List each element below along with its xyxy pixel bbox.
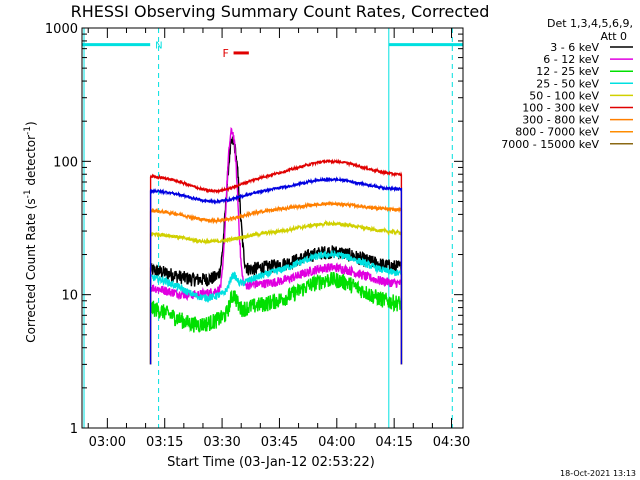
y-axis-label: Corrected Count Rate (s-1 detector-1) — [23, 121, 38, 342]
y-tick-label: 10 — [61, 289, 78, 304]
chart-title: RHESSI Observing Summary Count Rates, Co… — [71, 2, 490, 21]
y-tick-label: 100 — [53, 155, 78, 170]
legend-entry-label: 50 - 100 keV — [529, 89, 599, 102]
plot-frame — [81, 27, 464, 429]
x-tick-label: 04:30 — [433, 435, 470, 450]
x-axis: 03:00 03:15 03:30 03:45 04:00 04:15 04:30 — [87, 28, 470, 450]
legend-entry-label: 3 - 6 keV — [550, 41, 599, 54]
legend-entry-label: 7000 - 15000 keV — [501, 138, 599, 151]
x-tick-label: 03:15 — [146, 435, 183, 450]
legend-entry-label: 12 - 25 keV — [536, 65, 599, 78]
x-axis-label: Start Time (03-Jan-12 02:53:22) — [167, 455, 375, 470]
y-tick-label: 1000 — [45, 22, 78, 37]
legend-entry-label: 100 - 300 keV — [522, 102, 599, 115]
x-tick-label: 04:00 — [318, 435, 355, 450]
series-line — [149, 158, 403, 365]
y-axis: 1 10 100 1000 — [45, 22, 463, 437]
legend-entry-label: 300 - 800 keV — [522, 114, 599, 127]
series-line — [149, 249, 403, 365]
legend-entry-label: 6 - 12 keV — [543, 53, 599, 66]
series-line — [149, 219, 403, 365]
series-line — [149, 271, 403, 365]
flare-marker: F — [223, 47, 249, 60]
series-line — [149, 136, 403, 365]
series-line — [149, 200, 403, 365]
y-tick-label: 1 — [70, 422, 78, 437]
series-line — [149, 176, 403, 365]
x-tick-label: 03:30 — [203, 435, 240, 450]
x-tick-label: 03:00 — [89, 435, 126, 450]
night-intervals: N — [82, 28, 463, 428]
legend-entry-label: 800 - 7000 keV — [515, 126, 599, 139]
footer-timestamp: 18-Oct-2021 13:13 — [560, 469, 636, 478]
x-tick-label: 03:45 — [261, 435, 298, 450]
legend-subheader: Att 0 — [601, 30, 627, 43]
legend-header: Det 1,3,4,5,6,9, — [547, 17, 633, 30]
legend-entry-label: 25 - 50 keV — [536, 77, 599, 90]
series-lines — [149, 127, 403, 365]
flare-label: F — [223, 47, 229, 60]
x-tick-label: 04:15 — [375, 435, 412, 450]
